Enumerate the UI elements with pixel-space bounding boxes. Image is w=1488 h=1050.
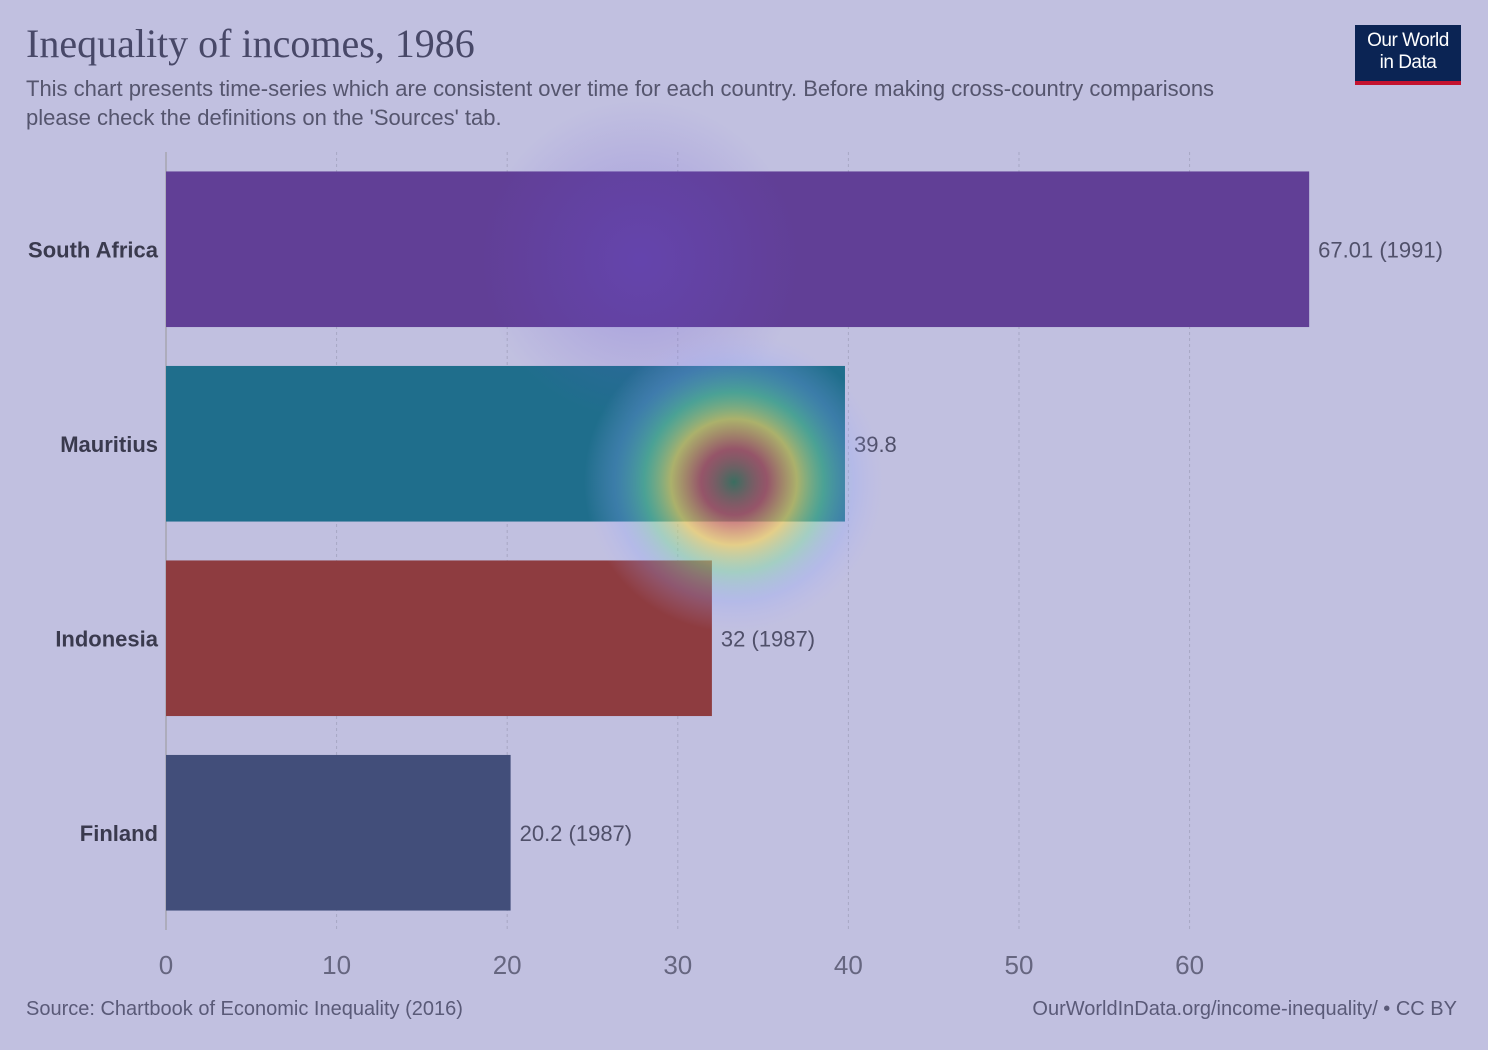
x-tick-label: 30 bbox=[663, 950, 692, 980]
x-tick-label: 40 bbox=[834, 950, 863, 980]
bar-mauritius[interactable] bbox=[166, 365, 845, 522]
value-label: 32 (1987) bbox=[721, 626, 815, 651]
category-label: South Africa bbox=[28, 237, 159, 262]
x-tick-label: 0 bbox=[159, 950, 173, 980]
bars bbox=[166, 171, 1310, 911]
value-label: 20.2 (1987) bbox=[520, 821, 633, 846]
bar-finland[interactable] bbox=[166, 754, 511, 911]
bar-indonesia[interactable] bbox=[166, 560, 712, 717]
logo-line-2: in Data bbox=[1379, 52, 1437, 73]
x-tick-label: 50 bbox=[1005, 950, 1034, 980]
bar-south-africa[interactable] bbox=[166, 171, 1310, 328]
value-labels: 67.01 (1991) 39.8 32 (1987) 20.2 (1987) bbox=[520, 237, 1443, 846]
source-link[interactable]: OurWorldInData.org/income-inequality/ • … bbox=[1032, 998, 1457, 1020]
chart-subtitle: This chart presents time-series which ar… bbox=[26, 76, 1215, 130]
logo-line-1: Our World bbox=[1367, 30, 1449, 51]
x-axis-ticks: 0 10 20 30 40 50 60 bbox=[159, 950, 1204, 980]
category-labels: South Africa Mauritius Indonesia Finland bbox=[28, 237, 159, 846]
chart-title: Inequality of incomes, 1986 bbox=[26, 21, 475, 66]
x-tick-label: 10 bbox=[322, 950, 351, 980]
category-label: Mauritius bbox=[60, 432, 158, 457]
x-tick-label: 20 bbox=[493, 950, 522, 980]
owid-logo[interactable]: Our World in Data bbox=[1355, 25, 1461, 85]
source-note: Source: Chartbook of Economic Inequality… bbox=[26, 998, 463, 1020]
category-label: Finland bbox=[80, 821, 158, 846]
category-label: Indonesia bbox=[55, 626, 158, 651]
value-label: 67.01 (1991) bbox=[1318, 237, 1443, 262]
x-tick-label: 60 bbox=[1175, 950, 1204, 980]
value-label: 39.8 bbox=[854, 432, 897, 457]
